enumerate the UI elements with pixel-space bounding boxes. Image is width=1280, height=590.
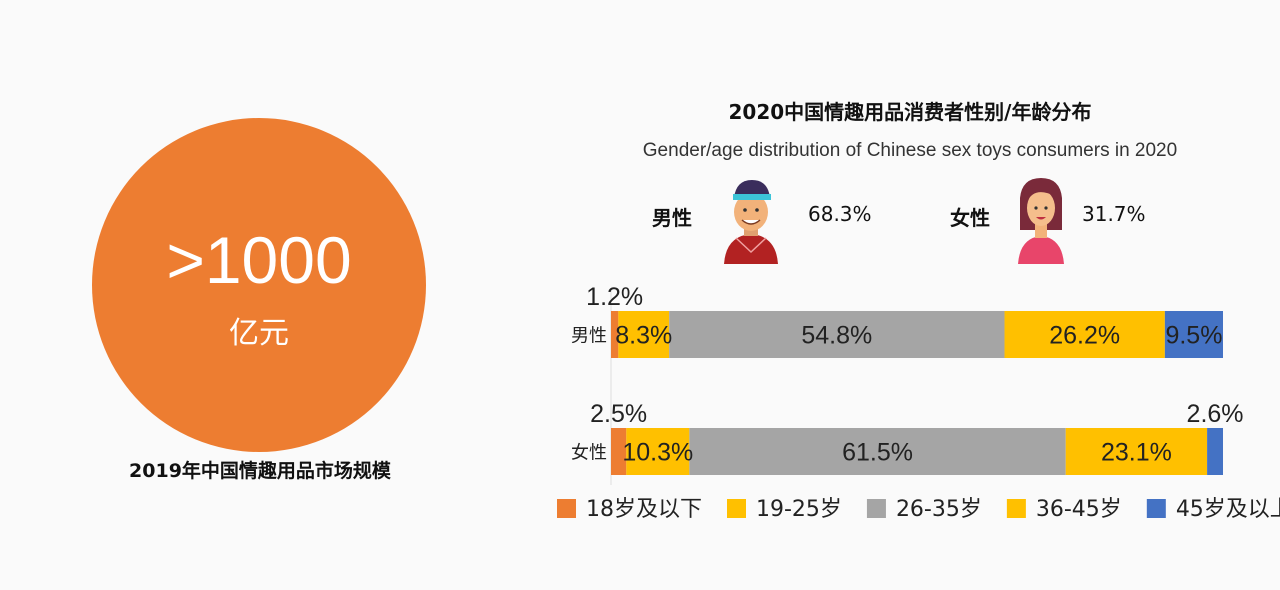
man-avatar-icon [724,180,778,264]
legend-swatch [1146,499,1166,518]
woman-avatar-icon [1018,178,1064,264]
bar-segment [1207,428,1223,475]
bar-segment [611,428,627,475]
data-label: 10.3% [622,439,693,467]
bar-segment [611,311,619,358]
female-share: 31.7% [1082,202,1146,226]
market-size-circle [92,118,426,452]
data-label: 54.8% [801,322,872,350]
chart-subtitle: Gender/age distribution of Chinese sex t… [642,140,1178,161]
legend-swatch [727,499,746,518]
legend-swatch [866,499,886,518]
data-label: 2.5% [590,400,647,428]
category-label: 男性 [571,326,607,347]
legend-label: 36-45岁 [1036,497,1122,522]
data-label: 26.2% [1049,322,1120,350]
category-label: 女性 [571,443,607,464]
chart-title: 2020中国情趣用品消费者性别/年龄分布 [728,100,1092,124]
bar-segment [689,428,1066,475]
legend-label: 45岁及以上 [1176,497,1280,522]
legend-label: 26-35岁 [896,497,982,522]
female-label: 女性 [950,206,990,230]
data-label: 23.1% [1101,439,1172,467]
bar-segment [626,428,690,475]
legend-label: 19-25岁 [756,497,842,522]
legend-label: 18岁及以下 [586,497,702,522]
data-label: 61.5% [842,439,913,467]
bar-segment [1004,311,1165,358]
market-size-caption: 2019年中国情趣用品市场规模 [129,460,391,482]
male-share: 68.3% [808,202,872,226]
data-label: 2.6% [1187,400,1244,428]
legend-swatch [1006,499,1026,518]
data-label: 8.3% [615,322,672,350]
bar-segment [669,311,1005,358]
bar-segment [618,311,670,358]
data-label: 1.2% [586,283,643,311]
market-size-value: >1000 [166,223,352,297]
bar-segment [1164,311,1223,358]
data-label: 9.5% [1165,322,1222,350]
bar-segment [1065,428,1208,475]
market-size-unit: 亿元 [229,316,289,351]
legend-swatch [557,499,576,518]
male-label: 男性 [652,206,692,230]
